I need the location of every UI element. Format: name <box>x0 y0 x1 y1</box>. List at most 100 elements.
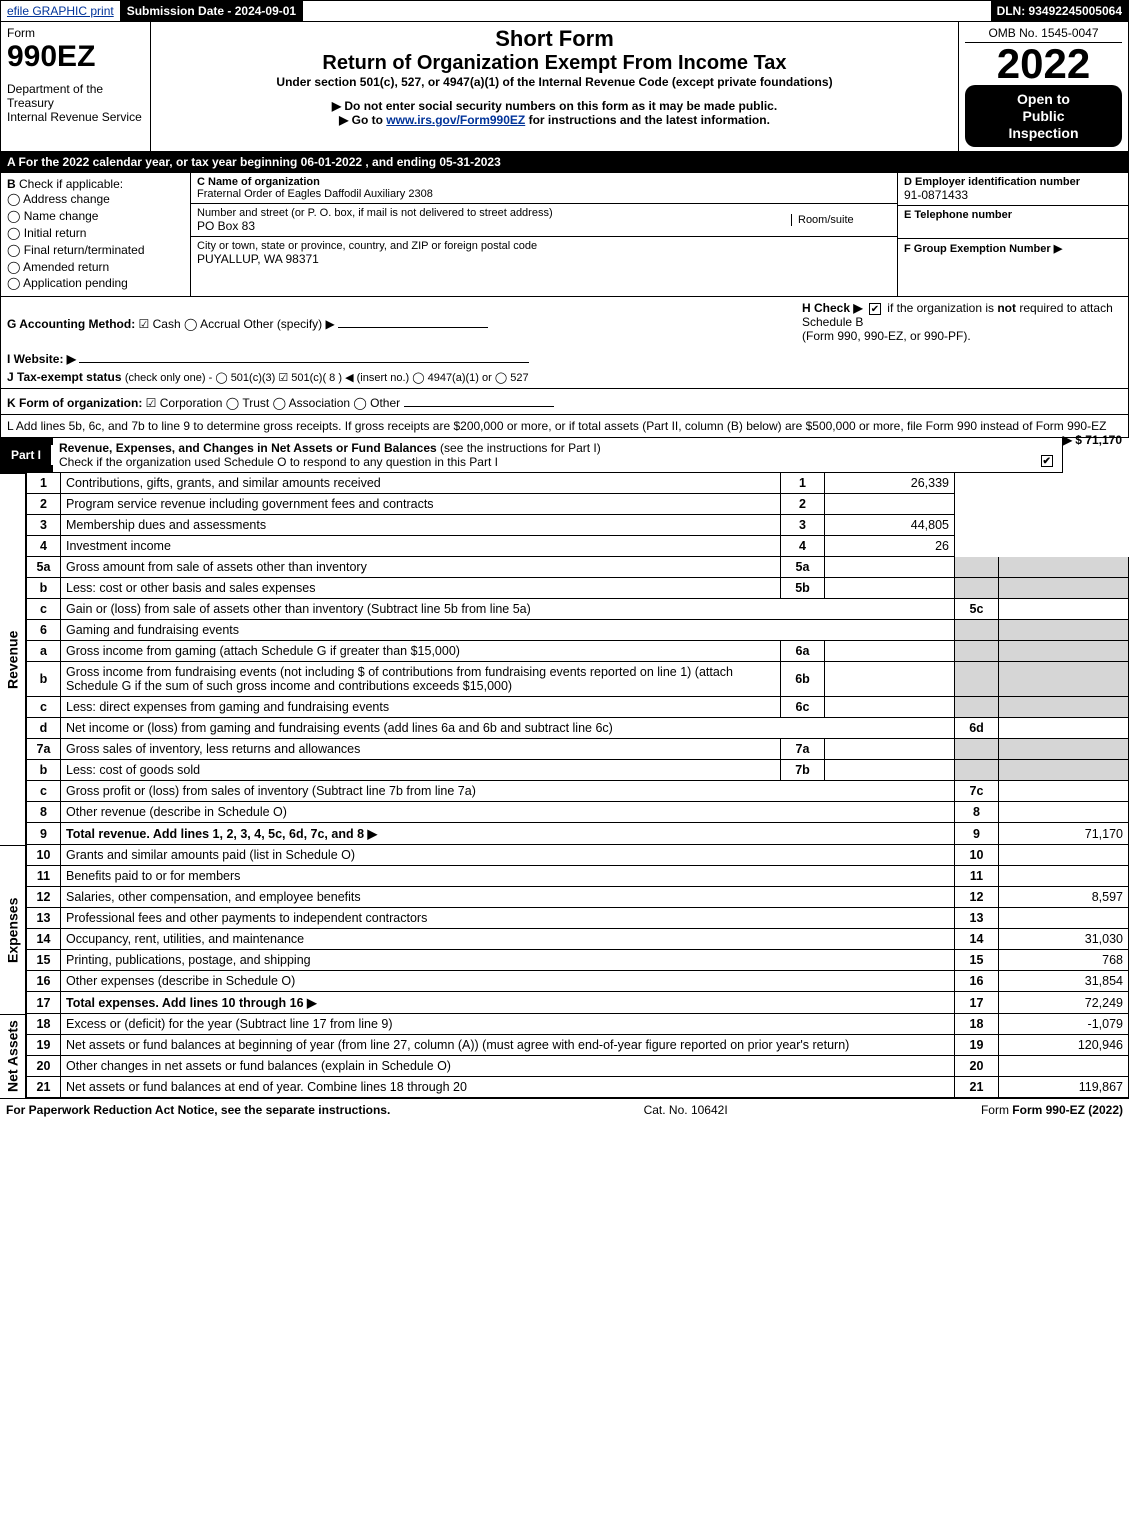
row-6c: cLess: direct expenses from gaming and f… <box>27 697 1129 718</box>
chk-final[interactable]: ◯ Final return/terminated <box>7 242 184 259</box>
g-label: G Accounting Method: <box>7 317 135 331</box>
row-5c: cGain or (loss) from sale of assets othe… <box>27 599 1129 620</box>
k-line[interactable] <box>404 393 554 407</box>
efile-link[interactable]: efile GRAPHIC print <box>7 4 114 18</box>
h-schedule-b: H Check ▶ ✔ if the organization is not r… <box>802 301 1122 343</box>
row-12: 12Salaries, other compensation, and empl… <box>27 887 1129 908</box>
expenses-table: 10Grants and similar amounts paid (list … <box>26 845 1129 1014</box>
title-short-form: Short Form <box>157 26 952 52</box>
row-8: 8Other revenue (describe in Schedule O)8 <box>27 802 1129 823</box>
row-20: 20Other changes in net assets or fund ba… <box>27 1056 1129 1077</box>
k-options[interactable]: ☑ Corporation ◯ Trust ◯ Association ◯ Ot… <box>146 396 400 410</box>
note-goto: ▶ Go to www.irs.gov/Form990EZ for instru… <box>157 113 952 127</box>
row-7a: 7aGross sales of inventory, less returns… <box>27 739 1129 760</box>
part-i-tag: Part I <box>1 445 53 465</box>
g-accrual[interactable]: ◯ Accrual <box>184 317 240 331</box>
c-name: Fraternal Order of Eagles Daffodil Auxil… <box>197 188 891 200</box>
chk-name[interactable]: ◯ Name change <box>7 208 184 225</box>
row-14: 14Occupancy, rent, utilities, and mainte… <box>27 929 1129 950</box>
note-ssn: ▶ Do not enter social security numbers o… <box>157 99 952 113</box>
part-i-bar: Part I Revenue, Expenses, and Changes in… <box>0 438 1063 473</box>
part-i-check: Check if the organization used Schedule … <box>59 455 498 469</box>
block-bcdef: B Check if applicable: ◯ Address change … <box>0 173 1129 297</box>
efile-print[interactable]: efile GRAPHIC print <box>1 1 121 21</box>
row-5a: 5aGross amount from sale of assets other… <box>27 557 1129 578</box>
b-label: Check if applicable: <box>19 177 123 191</box>
c-city-label: City or town, state or province, country… <box>197 240 891 252</box>
f-label: F Group Exemption Number ▶ <box>904 242 1122 255</box>
c-name-label: C Name of organization <box>197 176 891 188</box>
e-label: E Telephone number <box>904 209 1122 221</box>
row-18: 18Excess or (deficit) for the year (Subt… <box>27 1014 1129 1035</box>
footer-left: For Paperwork Reduction Act Notice, see … <box>6 1103 390 1117</box>
row-7c: cGross profit or (loss) from sales of in… <box>27 781 1129 802</box>
g-accounting: G Accounting Method: ☑ Cash ◯ Accrual Ot… <box>7 314 488 331</box>
section-gh: G Accounting Method: ☑ Cash ◯ Accrual Ot… <box>0 297 1129 389</box>
part-i-title: Revenue, Expenses, and Changes in Net As… <box>53 438 1062 472</box>
irs-link[interactable]: www.irs.gov/Form990EZ <box>386 113 525 127</box>
note-goto-post: for instructions and the latest informat… <box>529 113 770 127</box>
chk-address[interactable]: ◯ Address change <box>7 191 184 208</box>
k-label: K Form of organization: <box>7 396 142 410</box>
row-4: 4Investment income426 <box>27 536 1129 557</box>
header-mid: Short Form Return of Organization Exempt… <box>151 22 958 151</box>
part-i-checkbox[interactable]: ✔ <box>1041 455 1053 467</box>
g-other[interactable]: Other (specify) ▶ <box>243 317 334 331</box>
chk-initial[interactable]: ◯ Initial return <box>7 225 184 242</box>
form-number: 990EZ <box>7 40 144 74</box>
i-line[interactable] <box>79 349 529 363</box>
part-i-title-text: Revenue, Expenses, and Changes in Net As… <box>59 441 437 455</box>
h-pre: H Check ▶ <box>802 301 863 315</box>
dept-1: Department of the Treasury <box>7 82 144 110</box>
l-amount: ▶ $ 71,170 <box>1063 433 1122 447</box>
badge-3: Inspection <box>1008 125 1078 141</box>
h-checkbox[interactable]: ✔ <box>869 303 881 315</box>
g-other-line[interactable] <box>338 314 488 328</box>
h-post2: (Form 990, 990-EZ, or 990-PF). <box>802 329 971 343</box>
note-goto-pre: ▶ Go to <box>339 113 386 127</box>
j-options[interactable]: (check only one) - ◯ 501(c)(3) ☑ 501(c)(… <box>125 372 529 384</box>
footer-right: Form Form 990-EZ (2022) <box>981 1103 1123 1117</box>
c-street: PO Box 83 <box>197 219 791 233</box>
netassets-block: Net Assets 18Excess or (deficit) for the… <box>0 1014 1129 1098</box>
header-left: Form 990EZ Department of the Treasury In… <box>1 22 151 151</box>
row-16: 16Other expenses (describe in Schedule O… <box>27 971 1129 992</box>
row-2: 2Program service revenue including gover… <box>27 494 1129 515</box>
revenue-table: 1Contributions, gifts, grants, and simil… <box>26 473 1129 845</box>
l-text: L Add lines 5b, 6c, and 7b to line 9 to … <box>7 419 1106 433</box>
j-label: J Tax-exempt status <box>7 370 122 384</box>
h-mid: if the organization is <box>887 301 997 315</box>
revenue-block: Revenue 1Contributions, gifts, grants, a… <box>0 473 1129 845</box>
side-expenses: Expenses <box>0 845 26 1014</box>
chk-amended[interactable]: ◯ Amended return <box>7 259 184 276</box>
header-right: OMB No. 1545-0047 2022 Open to Public In… <box>958 22 1128 151</box>
d-label: D Employer identification number <box>904 176 1122 188</box>
section-l: L Add lines 5b, 6c, and 7b to line 9 to … <box>0 415 1129 438</box>
chk-pending[interactable]: ◯ Application pending <box>7 275 184 292</box>
row-13: 13Professional fees and other payments t… <box>27 908 1129 929</box>
row-15: 15Printing, publications, postage, and s… <box>27 950 1129 971</box>
dln: DLN: 93492245005064 <box>991 1 1128 21</box>
open-public-badge: Open to Public Inspection <box>965 85 1122 147</box>
badge-1: Open to <box>1017 91 1070 107</box>
c-street-label: Number and street (or P. O. box, if mail… <box>197 207 791 219</box>
g-cash[interactable]: ☑ Cash <box>139 317 181 331</box>
row-6a: aGross income from gaming (attach Schedu… <box>27 641 1129 662</box>
row-21: 21Net assets or fund balances at end of … <box>27 1077 1129 1098</box>
row-6b: bGross income from fundraising events (n… <box>27 662 1129 697</box>
side-netassets: Net Assets <box>0 1014 26 1098</box>
row-1: 1Contributions, gifts, grants, and simil… <box>27 473 1129 494</box>
row-7b: bLess: cost of goods sold7b <box>27 760 1129 781</box>
section-a: A For the 2022 calendar year, or tax yea… <box>0 152 1129 173</box>
row-17: 17Total expenses. Add lines 10 through 1… <box>27 992 1129 1014</box>
form-header: Form 990EZ Department of the Treasury In… <box>0 22 1129 152</box>
submission-date: Submission Date - 2024-09-01 <box>121 1 303 21</box>
part-i-note: (see the instructions for Part I) <box>440 441 601 455</box>
subtitle: Under section 501(c), 527, or 4947(a)(1)… <box>157 75 952 89</box>
title-return: Return of Organization Exempt From Incom… <box>157 52 952 75</box>
h-not: not <box>997 301 1016 315</box>
c-city: PUYALLUP, WA 98371 <box>197 252 891 266</box>
row-10: 10Grants and similar amounts paid (list … <box>27 845 1129 866</box>
row-3: 3Membership dues and assessments344,805 <box>27 515 1129 536</box>
section-def: D Employer identification number 91-0871… <box>898 173 1128 296</box>
